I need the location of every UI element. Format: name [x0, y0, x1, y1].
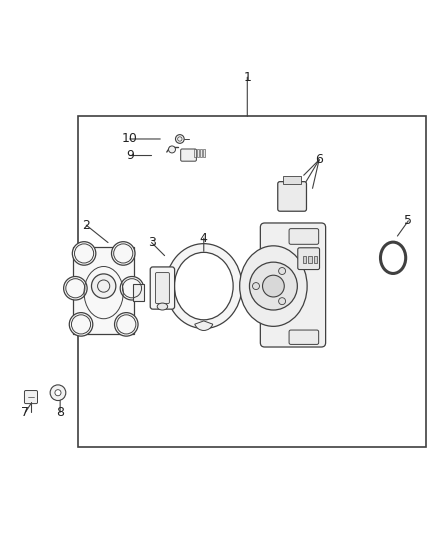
Circle shape	[253, 282, 259, 289]
Circle shape	[55, 390, 61, 396]
FancyBboxPatch shape	[278, 182, 307, 211]
Ellipse shape	[240, 246, 307, 326]
Ellipse shape	[157, 303, 168, 310]
Circle shape	[262, 275, 284, 297]
Bar	[194, 149, 196, 157]
Circle shape	[72, 241, 96, 265]
FancyBboxPatch shape	[150, 267, 175, 309]
Bar	[314, 256, 318, 263]
Ellipse shape	[174, 252, 233, 320]
Circle shape	[64, 277, 87, 300]
Circle shape	[69, 313, 93, 336]
Bar	[78, 116, 426, 447]
Text: 4: 4	[200, 232, 208, 245]
FancyBboxPatch shape	[25, 391, 38, 403]
Text: 8: 8	[56, 406, 64, 419]
Text: 10: 10	[122, 133, 138, 146]
Text: 5: 5	[404, 214, 412, 227]
FancyBboxPatch shape	[181, 149, 196, 161]
FancyBboxPatch shape	[289, 330, 319, 344]
Circle shape	[279, 268, 286, 274]
Bar	[308, 256, 312, 263]
Text: 7: 7	[21, 406, 29, 419]
FancyBboxPatch shape	[298, 248, 320, 270]
Circle shape	[115, 313, 138, 336]
Bar	[197, 149, 199, 157]
Ellipse shape	[166, 244, 242, 328]
Circle shape	[169, 146, 176, 153]
Text: 2: 2	[82, 219, 90, 232]
Circle shape	[279, 297, 286, 305]
Text: 1: 1	[244, 71, 251, 84]
Circle shape	[50, 385, 66, 400]
Circle shape	[120, 277, 144, 300]
FancyBboxPatch shape	[289, 229, 319, 244]
FancyBboxPatch shape	[260, 223, 325, 347]
Circle shape	[250, 262, 297, 310]
Text: 9: 9	[126, 149, 134, 162]
Wedge shape	[195, 321, 213, 330]
Bar	[203, 149, 205, 157]
Text: 3: 3	[148, 236, 155, 249]
Bar	[200, 149, 202, 157]
Circle shape	[112, 241, 135, 265]
Bar	[73, 247, 134, 334]
FancyBboxPatch shape	[283, 176, 301, 184]
Bar	[133, 284, 144, 301]
Bar	[303, 256, 306, 263]
Text: 6: 6	[315, 154, 323, 166]
Circle shape	[92, 274, 116, 298]
FancyBboxPatch shape	[155, 272, 170, 303]
Circle shape	[176, 135, 184, 143]
